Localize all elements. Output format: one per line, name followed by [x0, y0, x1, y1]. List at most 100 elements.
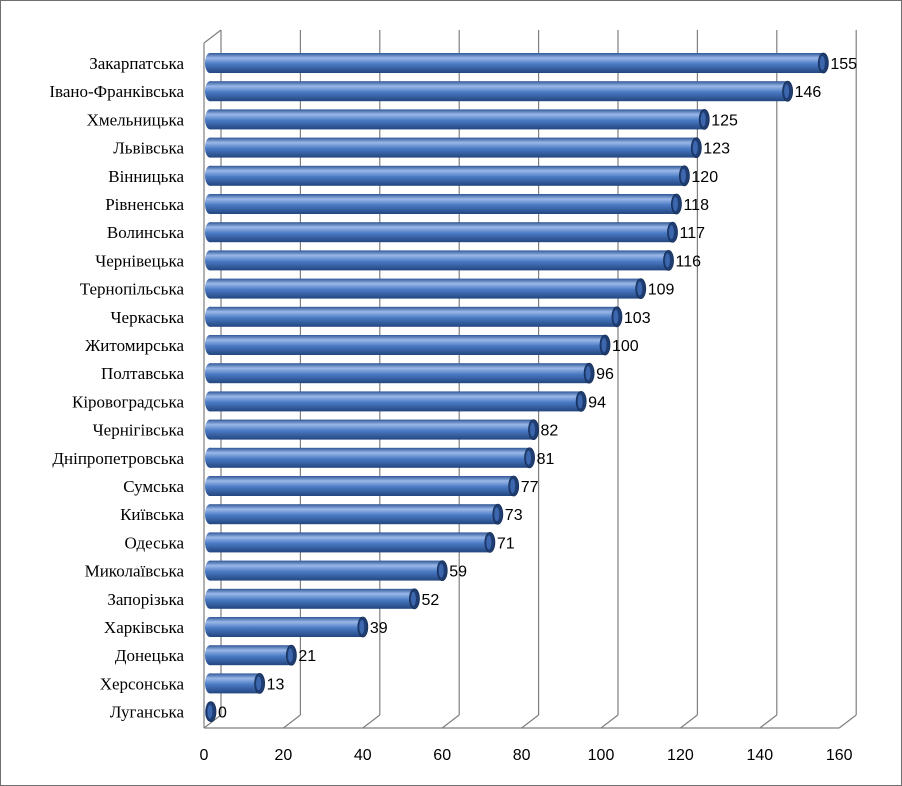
value-label: 59 — [449, 564, 467, 581]
bar — [210, 194, 677, 214]
value-label: 96 — [596, 366, 614, 383]
category-label: Полтавська — [101, 364, 184, 383]
category-label: Івано-Франківська — [49, 82, 184, 101]
floor-line — [680, 714, 698, 729]
bar-end-highlight — [494, 507, 500, 522]
bar — [210, 109, 705, 130]
bar-start-cap — [205, 419, 215, 440]
bar-end-highlight — [665, 253, 671, 268]
bar-end-highlight — [819, 56, 825, 70]
bar — [210, 645, 292, 666]
x-tick-label: 80 — [513, 747, 531, 764]
bar-start-cap — [205, 222, 215, 243]
bar — [210, 137, 697, 158]
bar-start-cap — [205, 673, 215, 694]
bar-end-highlight — [668, 225, 674, 240]
bar-end-highlight — [256, 676, 262, 691]
bar-end-highlight — [438, 563, 444, 578]
bar-end-highlight — [526, 450, 532, 465]
bar-start-cap — [205, 335, 215, 355]
category-label: Дніпропетровська — [52, 449, 184, 468]
category-label: Донецька — [115, 646, 185, 665]
category-label: Луганська — [110, 703, 185, 722]
category-label: Волинська — [107, 223, 185, 242]
bar-end-highlight — [287, 648, 293, 663]
floor-line — [600, 714, 619, 729]
bar-start-cap — [205, 194, 215, 214]
bar-end-highlight — [637, 281, 643, 296]
bar-end-highlight — [410, 591, 416, 606]
category-label: Житомирська — [85, 336, 184, 355]
bar — [210, 532, 490, 553]
bars-layer — [205, 52, 829, 722]
value-label: 13 — [267, 676, 285, 693]
value-label: 81 — [537, 451, 555, 468]
bar-end-highlight — [680, 168, 686, 183]
value-label: 125 — [711, 112, 738, 129]
category-label: Київська — [120, 505, 184, 524]
value-label: 71 — [497, 535, 515, 552]
bar-end-highlight — [784, 84, 790, 99]
category-label: Миколаївська — [85, 562, 185, 581]
x-tick-label: 120 — [667, 747, 694, 764]
value-label: 123 — [703, 141, 730, 158]
bar-end-highlight — [577, 394, 583, 409]
value-label: 120 — [691, 169, 718, 186]
value-label: 103 — [624, 310, 651, 327]
bar-start-cap — [205, 645, 215, 666]
x-tick-label: 140 — [746, 747, 773, 764]
bar-start-cap — [205, 165, 215, 186]
labels-layer: 0 20 40 60 80 100 120 140 160 Закарпатська 155 Іван… — [49, 54, 857, 764]
category-label: Херсонська — [100, 674, 185, 693]
value-label: 118 — [683, 197, 709, 214]
value-label: 52 — [421, 592, 439, 609]
category-label: Закарпатська — [89, 54, 184, 73]
bar — [210, 335, 605, 355]
bar-start-cap — [205, 532, 215, 553]
bar — [210, 419, 534, 440]
x-tick-label: 160 — [826, 747, 853, 764]
bar — [210, 278, 641, 299]
bar-start-cap — [205, 109, 215, 130]
bar — [210, 673, 260, 694]
bar — [210, 363, 590, 384]
x-tick-label: 20 — [275, 747, 293, 764]
bar-end-highlight — [585, 366, 591, 381]
bar-end-highlight — [510, 479, 516, 493]
value-label: 146 — [795, 84, 822, 101]
category-label: Тернопільська — [80, 280, 185, 299]
bar — [210, 560, 443, 581]
category-label: Харківська — [104, 618, 185, 637]
value-label: 21 — [298, 648, 316, 665]
bar-end-highlight — [700, 112, 706, 127]
category-label: Кіровоградська — [72, 392, 184, 411]
bar-end-highlight — [486, 535, 492, 550]
bar-start-cap — [205, 588, 215, 609]
x-tick-label: 40 — [354, 747, 372, 764]
value-label: 155 — [830, 56, 857, 73]
bar-end-highlight — [692, 140, 698, 155]
bar — [210, 53, 824, 73]
bar-end-highlight — [207, 704, 213, 719]
floor-line — [283, 714, 301, 729]
value-label: 73 — [505, 507, 523, 524]
x-tick-label: 0 — [200, 747, 209, 764]
category-label: Черкаська — [111, 308, 185, 327]
bar-end-highlight — [530, 422, 536, 437]
bar-start-cap — [205, 363, 215, 384]
category-label: Чернігівська — [93, 421, 185, 440]
bar-end-highlight — [359, 620, 365, 634]
bar — [210, 165, 685, 186]
bar-end-highlight — [672, 197, 678, 211]
floor-line — [521, 714, 539, 729]
axis-corner-line — [203, 29, 222, 44]
bar-start-cap — [205, 250, 215, 271]
bar — [210, 81, 788, 102]
category-label: Вінницька — [108, 167, 184, 186]
bar-end-highlight — [601, 338, 607, 352]
value-label: 100 — [612, 338, 639, 355]
floor-line — [362, 714, 381, 729]
value-label: 39 — [370, 620, 388, 637]
bar-start-cap — [205, 447, 215, 468]
